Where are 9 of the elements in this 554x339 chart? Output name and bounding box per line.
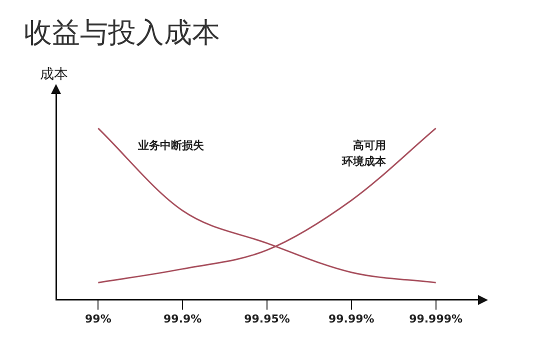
series-label: 业务中断损失	[137, 139, 206, 152]
x-tick-label: 99.9%	[164, 312, 202, 326]
x-tick-label: 99%	[85, 312, 112, 326]
x-tick-label: 99.95%	[244, 312, 290, 326]
chart-title: 收益与投入成本	[23, 15, 221, 51]
y-axis-title: 成本	[40, 66, 68, 83]
series-label: 高可用环境成本	[340, 139, 387, 168]
x-tick-label: 99.999%	[409, 312, 463, 326]
x-tick-label: 99.99%	[328, 312, 374, 326]
